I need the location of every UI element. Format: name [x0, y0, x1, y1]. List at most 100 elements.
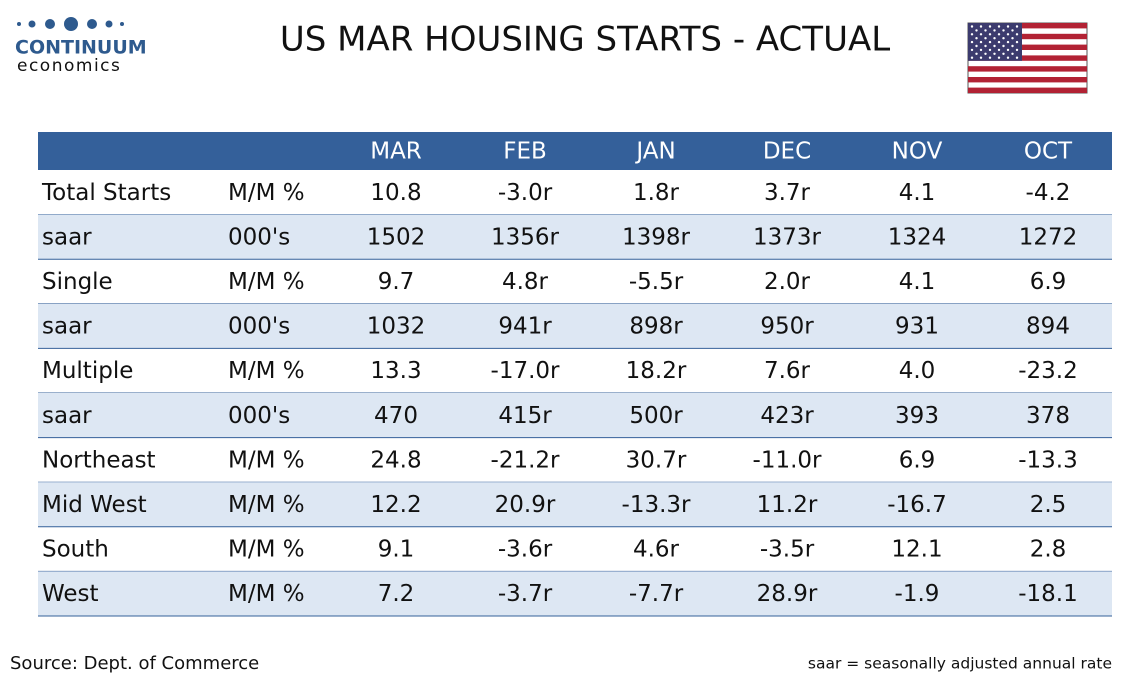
star — [988, 56, 992, 59]
cell: 10.8 — [370, 180, 421, 206]
source: Source: Dept. of Commerce — [10, 653, 259, 674]
star — [979, 56, 983, 59]
cell: 931 — [895, 314, 939, 340]
column-header: DEC — [763, 139, 811, 165]
row-band — [38, 482, 1112, 527]
cell: saar — [42, 224, 92, 250]
star — [1015, 33, 1019, 36]
note: saar = seasonally adjusted annual rate — [808, 655, 1112, 673]
cell: saar — [42, 403, 92, 429]
cell: 7.2 — [378, 581, 415, 607]
row-band — [38, 214, 1112, 260]
cell: 28.9r — [757, 581, 818, 607]
star — [970, 25, 974, 28]
cell: 000's — [228, 314, 290, 340]
star — [1006, 56, 1010, 59]
cell: 4.0 — [899, 358, 936, 384]
cell: 2.5 — [1030, 492, 1067, 518]
cell: 1373r — [753, 224, 822, 250]
star — [988, 40, 992, 44]
cell: 6.9 — [899, 447, 936, 473]
star — [997, 56, 1001, 59]
cell: 11.2r — [757, 492, 818, 518]
star — [970, 48, 974, 52]
cell: 393 — [895, 403, 939, 429]
cell: -3.5r — [760, 537, 815, 563]
cell: 000's — [228, 403, 290, 429]
star — [988, 33, 992, 36]
cell: -11.0r — [753, 447, 823, 473]
star — [1011, 44, 1014, 48]
cell: West — [42, 581, 99, 607]
logo-name: CONTINUUM — [15, 37, 147, 59]
star — [1006, 48, 1010, 52]
cell: 9.1 — [378, 537, 415, 563]
title: US MAR HOUSING STARTS - ACTUAL — [280, 20, 890, 60]
star — [1011, 29, 1014, 32]
cell: -4.2 — [1026, 180, 1071, 206]
star — [984, 52, 987, 55]
row-band — [38, 303, 1112, 349]
cell: M/M % — [228, 447, 305, 473]
cell: South — [42, 537, 109, 563]
cell: M/M % — [228, 358, 305, 384]
logo-sub: economics — [17, 56, 121, 76]
cell: 3.7r — [764, 180, 811, 206]
column-header: FEB — [503, 139, 547, 165]
star — [975, 37, 978, 40]
cell: 4.6r — [633, 537, 680, 563]
star — [997, 33, 1001, 36]
cell: -5.5r — [629, 269, 684, 295]
star — [993, 44, 996, 48]
cell: 941r — [498, 314, 552, 340]
column-header: OCT — [1024, 139, 1073, 165]
cell: -3.6r — [498, 537, 553, 563]
cell: 20.9r — [495, 492, 556, 518]
star — [979, 33, 983, 36]
star — [984, 29, 987, 32]
star — [1015, 48, 1019, 52]
star — [1002, 29, 1005, 32]
cell: -17.0r — [491, 358, 561, 384]
cell: 950r — [760, 314, 814, 340]
star — [997, 40, 1001, 44]
column-header: NOV — [892, 139, 943, 165]
star — [1011, 37, 1014, 40]
cell: 2.0r — [764, 269, 811, 295]
cell: 13.3 — [370, 358, 421, 384]
star — [993, 37, 996, 40]
cell: M/M % — [228, 581, 305, 607]
logo — [17, 17, 124, 31]
star — [1006, 40, 1010, 44]
cell: Northeast — [42, 447, 156, 473]
cell: -21.2r — [491, 447, 561, 473]
cell: -13.3r — [622, 492, 692, 518]
star — [979, 40, 983, 44]
star — [970, 56, 974, 59]
star — [1015, 25, 1019, 28]
star — [988, 48, 992, 52]
flag — [967, 22, 1088, 94]
star — [993, 29, 996, 32]
cell: M/M % — [228, 492, 305, 518]
cell: 6.9 — [1030, 269, 1067, 295]
cell: 415r — [498, 403, 552, 429]
star — [1002, 44, 1005, 48]
cell: 1.8r — [633, 180, 680, 206]
header-row — [38, 132, 1112, 170]
star — [1015, 56, 1019, 59]
cell: 1398r — [622, 224, 691, 250]
cell: -7.7r — [629, 581, 684, 607]
cell: 12.1 — [891, 537, 942, 563]
cell: M/M % — [228, 537, 305, 563]
cell: 4.1 — [899, 269, 936, 295]
cell: 1356r — [491, 224, 560, 250]
cell: 24.8 — [370, 447, 421, 473]
star — [993, 52, 996, 55]
star — [979, 25, 983, 28]
cell: 4.8r — [502, 269, 549, 295]
cell: 378 — [1026, 403, 1070, 429]
cell: 1502 — [367, 224, 426, 250]
star — [1006, 25, 1010, 28]
cell: 4.1 — [899, 180, 936, 206]
